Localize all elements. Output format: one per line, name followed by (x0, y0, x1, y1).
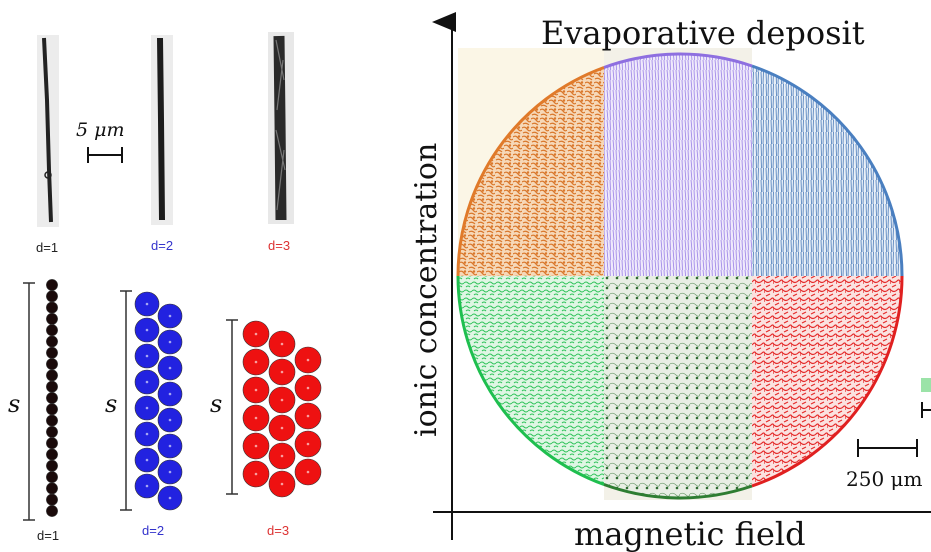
quadrant-top-center (604, 54, 752, 276)
fiber-micrographs: 5 μm d=1 d=2 d=3 (36, 32, 294, 255)
bead-d1 (46, 482, 58, 495)
bead-d3-dot (280, 482, 284, 486)
deposit-scale-bar: 250 μm (846, 439, 923, 491)
bead-d2-dot (145, 380, 149, 384)
bead-d2-dot (145, 328, 149, 332)
bead-d3-dot (306, 414, 310, 418)
bead-chain-d3 (242, 320, 322, 498)
bead-chain-d1 (46, 279, 58, 517)
bead-d2-dot (145, 406, 149, 410)
bead-d3-dot (254, 444, 258, 448)
bead-d2-dot (145, 432, 149, 436)
bead-d3-dot (280, 370, 284, 374)
bead-d2-dot (145, 302, 149, 306)
bead-d2-dot (145, 484, 149, 488)
bead-d3-dot (280, 454, 284, 458)
bead-d3-dot (306, 386, 310, 390)
rim-bottom-left (456, 275, 605, 486)
bead-d3-dot (254, 360, 258, 364)
bead-d1 (46, 301, 58, 314)
bead-d3-dot (280, 398, 284, 402)
fiber-label-d2: d=2 (151, 238, 173, 253)
fiber-label-d3: d=3 (268, 238, 290, 253)
fiber-d2 (157, 37, 165, 221)
bead-d2-dot (168, 418, 172, 422)
bead-d1 (46, 324, 58, 337)
bead-d1 (46, 414, 58, 427)
bead-d3-dot (254, 416, 258, 420)
bead-d1 (46, 459, 58, 472)
fiber-d3 (273, 35, 287, 221)
bead-d2-dot (168, 392, 172, 396)
bead-d1 (46, 448, 58, 461)
rim-bottom-center (603, 483, 753, 500)
bead-d2-dot (145, 354, 149, 358)
length-symbol-d2: s (105, 390, 117, 418)
bead-d1 (46, 437, 58, 450)
bead-models: s d=1 s d=2 s d=3 (8, 279, 322, 543)
left-panel: 5 μm d=1 d=2 d=3 s d=1 s d=2 (8, 32, 322, 543)
y-axis-label: ionic concentration (409, 143, 444, 437)
bead-d1 (46, 425, 58, 438)
bead-d3-dot (306, 470, 310, 474)
quadrant-bottom-right (752, 276, 902, 498)
model-label-d3: d=3 (267, 523, 289, 538)
micro-scale-bar: 5 μm (76, 119, 125, 163)
fiber-d1 (42, 37, 53, 223)
bead-d2-dot (168, 366, 172, 370)
fiber-knot-d1 (44, 171, 52, 179)
bead-d3-dot (280, 342, 284, 346)
deposit-disc (458, 54, 902, 498)
bead-d1 (46, 290, 58, 303)
bead-d1 (46, 380, 58, 393)
bead-d1 (46, 493, 58, 506)
x-axis-label: magnetic field (574, 515, 806, 552)
bead-d2-dot (168, 314, 172, 318)
model-label-d1: d=1 (37, 528, 59, 543)
bead-d1 (46, 392, 58, 404)
bead-d2-dot (168, 340, 172, 344)
bead-d1 (46, 471, 58, 483)
rim-bottom-right (751, 275, 904, 488)
bead-d3-dot (306, 442, 310, 446)
bead-d2-dot (168, 444, 172, 448)
right-panel: Evaporative deposit ionic concentration … (409, 12, 931, 552)
bead-d1 (46, 505, 58, 517)
bead-d3-dot (306, 358, 310, 362)
bead-d1 (46, 369, 58, 382)
length-symbol-d1: s (8, 390, 20, 418)
bead-d2-dot (145, 458, 149, 462)
bead-d1 (46, 358, 58, 370)
fiber-d3-texture (275, 39, 286, 211)
micro-scale-label: 5 μm (76, 119, 125, 141)
bead-d1 (46, 403, 58, 416)
quadrant-bottom-left (458, 276, 604, 498)
edge-inset-fragment (921, 378, 931, 418)
bead-d3-dot (254, 388, 258, 392)
fiber-label-d1: d=1 (36, 240, 58, 255)
bead-d3-dot (280, 426, 284, 430)
bead-d1 (46, 312, 58, 325)
rim-top-left (456, 66, 605, 277)
quadrant-bottom-center (604, 276, 752, 498)
bead-d1 (46, 279, 58, 291)
deposit-scale-label: 250 μm (846, 467, 923, 491)
bead-d2-dot (168, 496, 172, 500)
bead-chain-d2 (134, 291, 183, 511)
rim-top-right (751, 64, 904, 277)
model-label-d2: d=2 (142, 523, 164, 538)
quadrant-top-right (752, 54, 902, 276)
rim-top-center (603, 52, 753, 69)
panel-title: Evaporative deposit (541, 14, 865, 52)
length-symbol-d3: s (210, 390, 222, 418)
bead-d2-dot (168, 470, 172, 474)
bead-d3-dot (254, 472, 258, 476)
bead-d1 (46, 335, 58, 348)
bead-d3-dot (254, 332, 258, 336)
bead-d1 (46, 346, 58, 359)
